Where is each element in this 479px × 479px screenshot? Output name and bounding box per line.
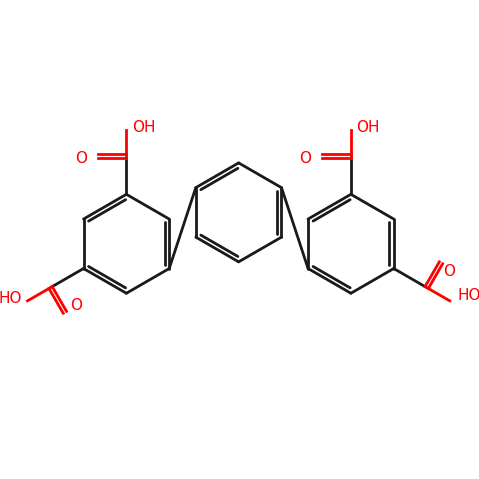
Text: O: O	[75, 151, 87, 166]
Text: O: O	[70, 298, 82, 313]
Text: OH: OH	[356, 120, 380, 135]
Text: HO: HO	[457, 288, 479, 303]
Text: HO: HO	[0, 291, 22, 307]
Text: O: O	[299, 151, 311, 166]
Text: O: O	[443, 264, 455, 279]
Text: OH: OH	[132, 120, 155, 135]
